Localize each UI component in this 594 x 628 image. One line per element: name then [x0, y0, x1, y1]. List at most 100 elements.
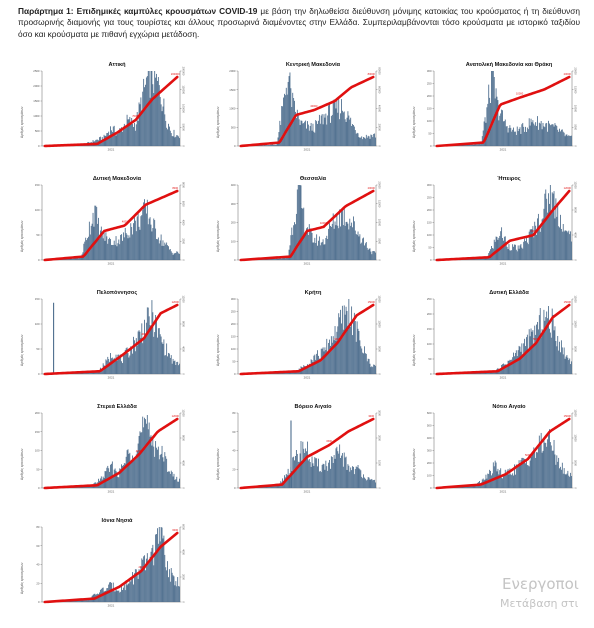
bar: [266, 144, 268, 146]
bar-spike: [290, 420, 292, 488]
bar: [511, 475, 513, 488]
bar: [161, 111, 163, 146]
bar: [295, 224, 296, 260]
bar: [334, 326, 336, 374]
bar: [166, 127, 168, 146]
bar: [159, 334, 161, 374]
bar: [299, 370, 301, 374]
bar: [166, 242, 168, 260]
bar: [150, 329, 152, 374]
y2-tick-label: 50000: [181, 124, 185, 132]
bar: [107, 243, 109, 260]
bar: [367, 249, 369, 260]
bar: [299, 453, 301, 488]
bar: [124, 128, 126, 146]
bar: [341, 455, 342, 488]
bar: [362, 139, 364, 146]
y2-tick-label: 0: [181, 373, 185, 375]
bar: [173, 253, 175, 260]
bar: [294, 222, 295, 260]
bar: [84, 372, 86, 374]
bar: [557, 202, 559, 260]
y2-tick-label: 0: [181, 601, 185, 603]
bar: [560, 352, 561, 374]
bar: [491, 71, 492, 146]
bar: [312, 463, 314, 488]
bar: [145, 77, 147, 146]
bar: [485, 372, 487, 374]
bar: [480, 372, 481, 374]
bar: [315, 243, 317, 260]
bar: [123, 583, 125, 602]
bar: [134, 340, 135, 374]
bar: [154, 71, 156, 146]
bar: [531, 455, 533, 488]
bar: [342, 466, 344, 488]
bar: [85, 372, 87, 374]
bar: [316, 458, 318, 488]
bar: [91, 223, 93, 260]
bar: [569, 234, 571, 260]
bar: [309, 228, 311, 260]
bar: [345, 221, 347, 260]
bar: [96, 207, 98, 260]
bar: [262, 145, 264, 146]
bar: [314, 237, 316, 260]
bar: [103, 591, 105, 602]
bar: [364, 478, 366, 488]
bar: [348, 465, 350, 488]
bar: [527, 351, 529, 374]
bar: [152, 438, 154, 488]
y2-tick-label: 2000: [181, 574, 185, 580]
bar: [288, 249, 290, 260]
x-tick-label: 2021: [304, 262, 311, 266]
bar: [358, 236, 360, 260]
bar: [484, 257, 486, 260]
bar: [149, 325, 151, 374]
bar: [141, 215, 143, 260]
bar: [360, 137, 362, 146]
bar: [290, 235, 292, 260]
bar: [543, 438, 545, 488]
bar: [335, 448, 337, 488]
bar: [148, 422, 150, 488]
bar: [160, 527, 162, 602]
bar: [173, 576, 175, 602]
bar: [363, 237, 364, 260]
bar: [133, 584, 134, 602]
bar: [175, 479, 177, 488]
bar: [134, 457, 136, 488]
bar: [501, 477, 503, 488]
bar: [137, 121, 139, 146]
bar: [537, 329, 539, 374]
bar: [152, 544, 154, 602]
bar: [148, 560, 150, 602]
y-tick-label: 100: [427, 119, 432, 123]
bar: [509, 359, 511, 374]
bar: [535, 334, 537, 374]
bar: [113, 125, 115, 146]
cumulative-label-end: 12000: [172, 300, 180, 304]
bar: [341, 211, 342, 260]
y2-tick-label: 8000: [573, 207, 577, 213]
bar: [326, 338, 328, 374]
bar: [523, 458, 525, 488]
bar: [308, 459, 310, 488]
y-tick-label: 50: [36, 347, 40, 351]
bar: [133, 126, 134, 146]
bar: [339, 444, 341, 488]
y2-tick-label: 5000: [573, 346, 577, 352]
bar: [560, 469, 562, 488]
bar: [495, 462, 497, 488]
bar: [510, 250, 512, 260]
y2-tick-label: 2000: [181, 238, 185, 244]
bar: [366, 137, 368, 146]
bar: [468, 485, 470, 488]
bar: [491, 372, 493, 374]
bar: [311, 130, 313, 146]
bar: [529, 125, 531, 146]
bar: [175, 581, 177, 602]
bar: [326, 235, 328, 260]
bar: [560, 131, 561, 146]
bar: [156, 239, 157, 260]
